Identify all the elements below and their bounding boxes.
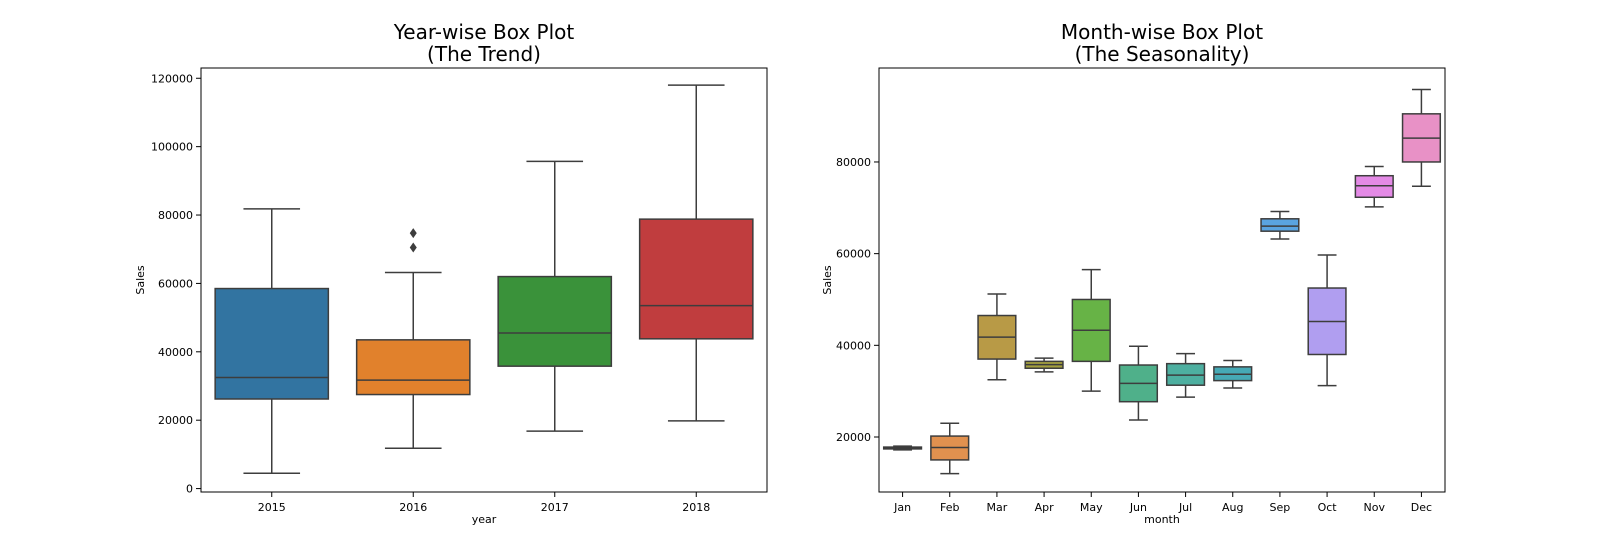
year-wise-panel: Year-wise Box Plot (The Trend) Sales yea… (134, 20, 768, 526)
box-Nov (1354, 165, 1394, 208)
y-axis-label: Sales (134, 265, 147, 295)
box-2016 (355, 228, 471, 449)
box-Aug (1213, 359, 1253, 389)
x-tick-label: Sep (1270, 501, 1291, 514)
outlier-point (409, 228, 417, 239)
box-2015 (214, 208, 330, 474)
y-tick-label: 100000 (151, 141, 193, 154)
x-tick-label: 2017 (541, 501, 569, 514)
box-Jul (1165, 352, 1206, 398)
x-axis-label: year (472, 513, 497, 526)
y-tick-label: 60000 (158, 277, 193, 290)
month-wise-panel: Month-wise Box Plot (The Seasonality) Sa… (821, 20, 1446, 526)
x-tick-label: 2015 (258, 501, 286, 514)
x-tick-label: Mar (987, 501, 1008, 514)
x-tick-label: Dec (1411, 501, 1432, 514)
x-tick-label: Apr (1035, 501, 1055, 514)
y-tick-label: 60000 (836, 248, 871, 261)
box-Oct (1307, 254, 1347, 387)
box-body (214, 287, 330, 400)
x-tick-label: 2016 (399, 501, 427, 514)
chart-title-line2: (The Trend) (427, 42, 541, 66)
y-tick-label: 20000 (836, 431, 871, 444)
x-tick-label: May (1080, 501, 1103, 514)
box-Jun (1118, 345, 1159, 421)
plot-area: 0 20000 40000 60000 80000 100000 120000 2015 201… (151, 72, 754, 514)
box-2018 (638, 84, 754, 422)
y-tick-label: 80000 (158, 209, 193, 222)
x-tick-label: Aug (1222, 501, 1243, 514)
y-tick-label: 40000 (836, 339, 871, 352)
box-body (638, 218, 754, 340)
y-tick-label: 80000 (836, 156, 871, 169)
plot-frame (878, 67, 1446, 493)
chart-title-line2: (The Seasonality) (1075, 42, 1250, 66)
box-body (355, 339, 471, 396)
plot-area: 20000 40000 60000 80000 Jan Feb Mar Apr May Jun Ju… (836, 88, 1442, 514)
x-tick-label: 2018 (682, 501, 710, 514)
box-Dec (1401, 88, 1442, 188)
box-body (497, 275, 613, 367)
x-tick-label: Feb (940, 501, 959, 514)
x-axis-label: month (1144, 513, 1180, 526)
box-Apr (1024, 357, 1064, 373)
y-tick-label: 40000 (158, 346, 193, 359)
plot-frame (200, 67, 768, 493)
x-tick-label: Oct (1318, 501, 1338, 514)
box-Mar (977, 293, 1017, 381)
x-tick-label: Jul (1178, 501, 1192, 514)
box-2017 (497, 160, 613, 432)
y-axis-label: Sales (821, 265, 834, 295)
box-Feb (930, 422, 970, 475)
outlier-point (409, 242, 417, 253)
x-tick-label: Jun (1129, 501, 1147, 514)
box-May (1071, 268, 1111, 392)
box-body (1260, 218, 1300, 232)
y-tick-label: 0 (186, 483, 193, 496)
y-tick-label: 20000 (158, 414, 193, 427)
chart-title-line1: Year-wise Box Plot (393, 20, 575, 44)
chart-title-line1: Month-wise Box Plot (1061, 20, 1263, 44)
x-tick-label: Nov (1364, 501, 1386, 514)
box-Sep (1260, 210, 1300, 240)
box-Jan (882, 445, 923, 451)
x-tick-label: Jan (893, 501, 911, 514)
y-tick-label: 120000 (151, 72, 193, 85)
